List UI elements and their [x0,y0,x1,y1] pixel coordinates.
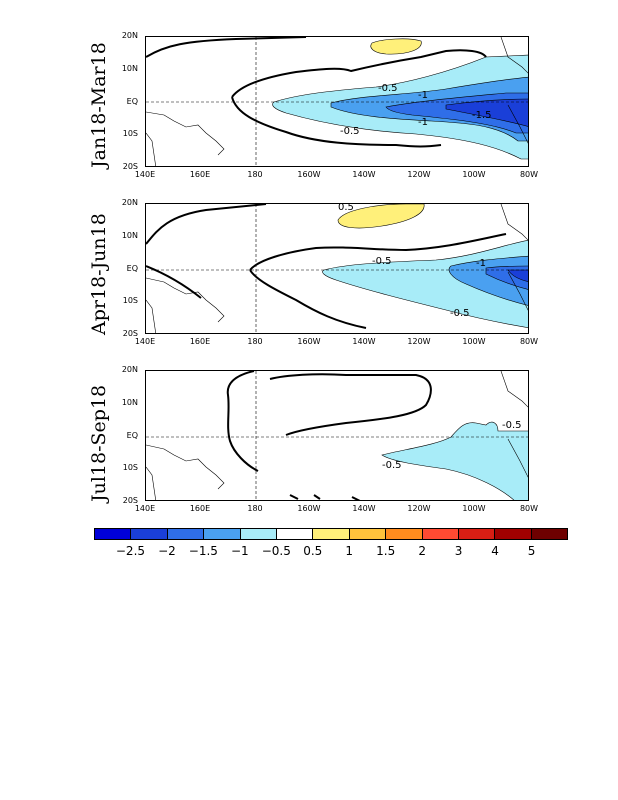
lon-label: 140E [134,337,156,346]
anomaly-map: -0.5 -0.5 [146,371,528,500]
lon-label: 160W [297,504,321,513]
colorbar-label: 3 [454,544,463,558]
colorbar-swatch [349,529,387,539]
lon-label: 180 [247,337,263,346]
lon-label: 180 [247,170,263,179]
lon-label: 100W [462,504,486,513]
lat-label: 20S [122,496,138,505]
colorbar-label: −2 [158,544,176,558]
colorbar-swatch [167,529,205,539]
zero-contour [226,371,432,500]
lon-label: 140W [352,337,376,346]
lat-label: EQ [126,97,138,106]
lon-label: 180 [247,504,263,513]
contour-label: 0.5 [338,204,354,213]
contour-label: -1 [418,90,428,101]
map-frame: -0.5 -0.5 [145,370,529,501]
lon-label: 160W [297,337,321,346]
colorbar-swatch [276,529,314,539]
colorbar-swatch [458,529,496,539]
lat-label: 20N [121,31,138,40]
contour-label: -0.5 [372,256,392,267]
map-frame: 0.5 -0.5 -1 -0.5 [145,203,529,334]
contour-label: -0.5 [378,83,398,94]
colorbar-swatch [422,529,459,539]
colorbar-swatch [204,529,241,539]
colorbar-label: −1 [230,544,249,558]
panel-jan-mar: Jan18-Mar18 20N 10N EQ 10S 20S -0.5 -1 -… [0,31,618,206]
lon-label: 120W [407,504,431,513]
colorbar-swatch [386,529,423,539]
lon-label: 160E [189,170,211,179]
lat-label: 10N [121,64,138,73]
anomaly-region-minus2 [507,269,528,282]
contour-label: -1.5 [472,110,492,121]
colorbar [94,528,568,540]
colorbar-swatch [313,529,350,539]
lat-label: EQ [126,431,138,440]
contour-label: -0.5 [450,308,470,319]
coastline [146,371,528,500]
lat-label: 10S [122,129,138,138]
colorbar-label: 2 [418,544,426,558]
colorbar-label: −1.5 [188,544,218,558]
lat-label: 20N [121,198,138,207]
lon-label: 80W [519,504,539,513]
anomaly-map: 0.5 -0.5 -1 -0.5 [146,204,528,333]
panel-apr-jun: Apr18-Jun18 20N 10N EQ 10S 20S 0.5 -0.5 … [0,198,618,373]
lon-label: 80W [519,337,539,346]
lon-label: 140W [352,170,376,179]
colorbar-swatch [531,529,568,539]
colorbar-label: 1 [345,544,354,558]
anomaly-region-minus0.5 [381,421,528,500]
contour-label: -1 [418,117,428,128]
colorbar-swatch [495,529,532,539]
anomaly-map: -0.5 -1 -1 -1.5 -0.5 [146,37,528,166]
colorbar-label: 1.5 [376,544,396,558]
zero-contour [146,204,507,329]
coastline [146,37,528,166]
lon-label: 120W [407,170,431,179]
lon-label: 80W [519,170,539,179]
lat-label: 20S [122,329,138,338]
colorbar-swatch [240,529,277,539]
anomaly-region-minus2 [445,98,528,127]
contour-label: -0.5 [502,420,522,431]
lon-label: 160E [189,504,211,513]
lat-label: 10S [122,296,138,305]
lon-label: 160E [189,337,211,346]
colorbar-swatch [95,529,132,539]
colorbar-label: −0.5 [261,544,291,558]
colorbar-swatch [131,529,168,539]
zero-contour [146,37,487,148]
lon-label: 100W [462,170,486,179]
contour-label: -0.5 [340,126,360,137]
contour-label: -0.5 [382,460,402,471]
lon-label: 100W [462,337,486,346]
map-frame: -0.5 -1 -1 -1.5 -0.5 [145,36,529,167]
colorbar-label: −2.5 [115,544,146,558]
lon-label: 160W [297,170,321,179]
positive-anomaly-region [337,204,425,229]
lat-label: 20S [122,162,138,171]
colorbar-label: 0.5 [303,544,323,558]
panel-jul-sep: Jul18-Sep18 20N 10N EQ 10S 20S -0.5 -0.5… [0,365,618,540]
positive-anomaly-region [370,38,422,55]
colorbar-label: 4 [491,544,499,558]
lat-label: 10N [121,398,138,407]
lon-label: 140W [352,504,376,513]
lon-label: 140E [134,504,156,513]
lon-label: 140E [134,170,156,179]
lon-label: 120W [407,337,431,346]
contour-label: -1 [476,258,486,269]
lat-label: EQ [126,264,138,273]
coastline [146,204,528,333]
lat-label: 10S [122,463,138,472]
colorbar-label: 5 [527,544,536,558]
lat-label: 10N [121,231,138,240]
lat-label: 20N [121,365,138,374]
